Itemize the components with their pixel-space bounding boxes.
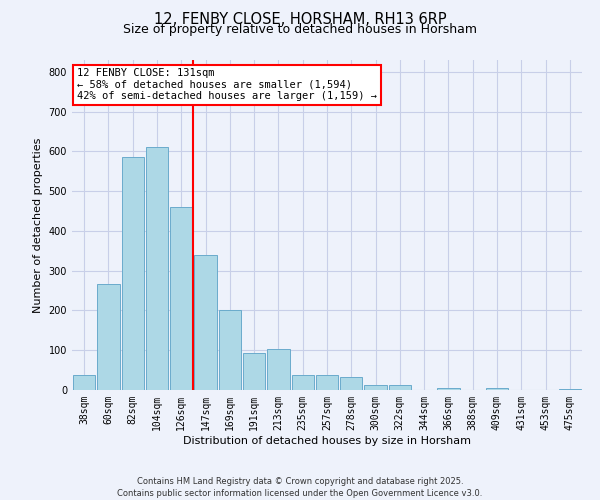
Bar <box>146 148 168 390</box>
Bar <box>97 284 119 390</box>
Bar <box>316 376 338 390</box>
Y-axis label: Number of detached properties: Number of detached properties <box>33 138 43 312</box>
Bar <box>122 158 144 390</box>
Bar <box>218 310 241 390</box>
Text: 12 FENBY CLOSE: 131sqm
← 58% of detached houses are smaller (1,594)
42% of semi-: 12 FENBY CLOSE: 131sqm ← 58% of detached… <box>77 68 377 102</box>
Bar <box>437 388 460 390</box>
Bar <box>486 388 508 390</box>
Bar <box>73 375 95 390</box>
Bar <box>559 389 581 390</box>
Bar <box>243 353 265 390</box>
Bar <box>292 376 314 390</box>
Bar <box>340 378 362 390</box>
X-axis label: Distribution of detached houses by size in Horsham: Distribution of detached houses by size … <box>183 436 471 446</box>
Text: 12, FENBY CLOSE, HORSHAM, RH13 6RP: 12, FENBY CLOSE, HORSHAM, RH13 6RP <box>154 12 446 28</box>
Bar <box>170 207 193 390</box>
Text: Size of property relative to detached houses in Horsham: Size of property relative to detached ho… <box>123 22 477 36</box>
Bar <box>194 255 217 390</box>
Bar <box>389 385 411 390</box>
Bar <box>267 350 290 390</box>
Text: Contains HM Land Registry data © Crown copyright and database right 2025.
Contai: Contains HM Land Registry data © Crown c… <box>118 476 482 498</box>
Bar <box>364 385 387 390</box>
